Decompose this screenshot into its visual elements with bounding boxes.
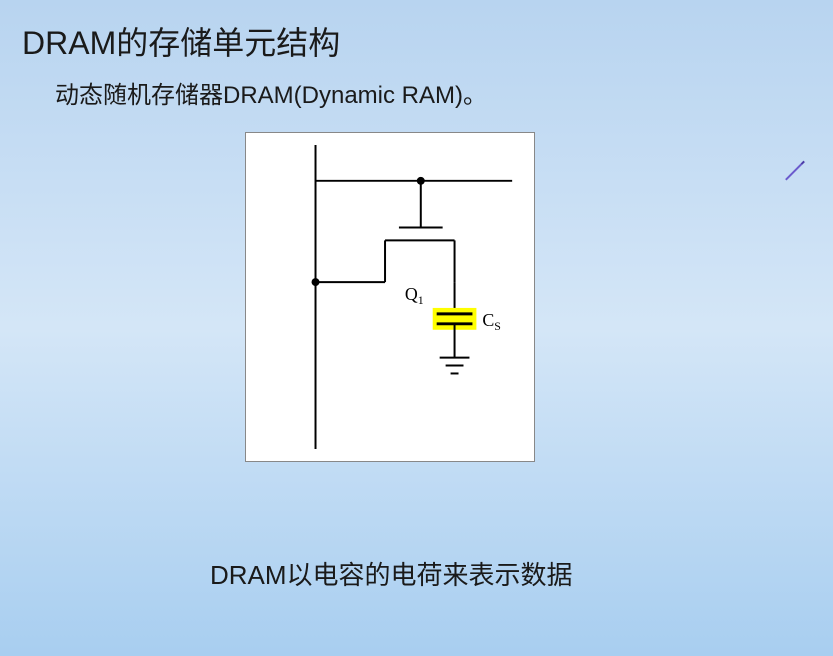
circuit-svg: Q1 CS xyxy=(246,133,534,461)
page-subtitle: 动态随机存储器DRAM(Dynamic RAM)。 xyxy=(55,75,487,110)
bottom-caption: DRAM以电容的电荷来表示数据 xyxy=(210,555,573,592)
transistor-label: Q1 xyxy=(405,284,424,307)
capacitor-label: CS xyxy=(482,310,501,333)
page-title: DRAM的存储单元结构 xyxy=(22,18,340,64)
pen-cursor-icon xyxy=(775,152,815,192)
node-dot-left xyxy=(312,278,320,286)
circuit-diagram: Q1 CS xyxy=(245,132,535,462)
